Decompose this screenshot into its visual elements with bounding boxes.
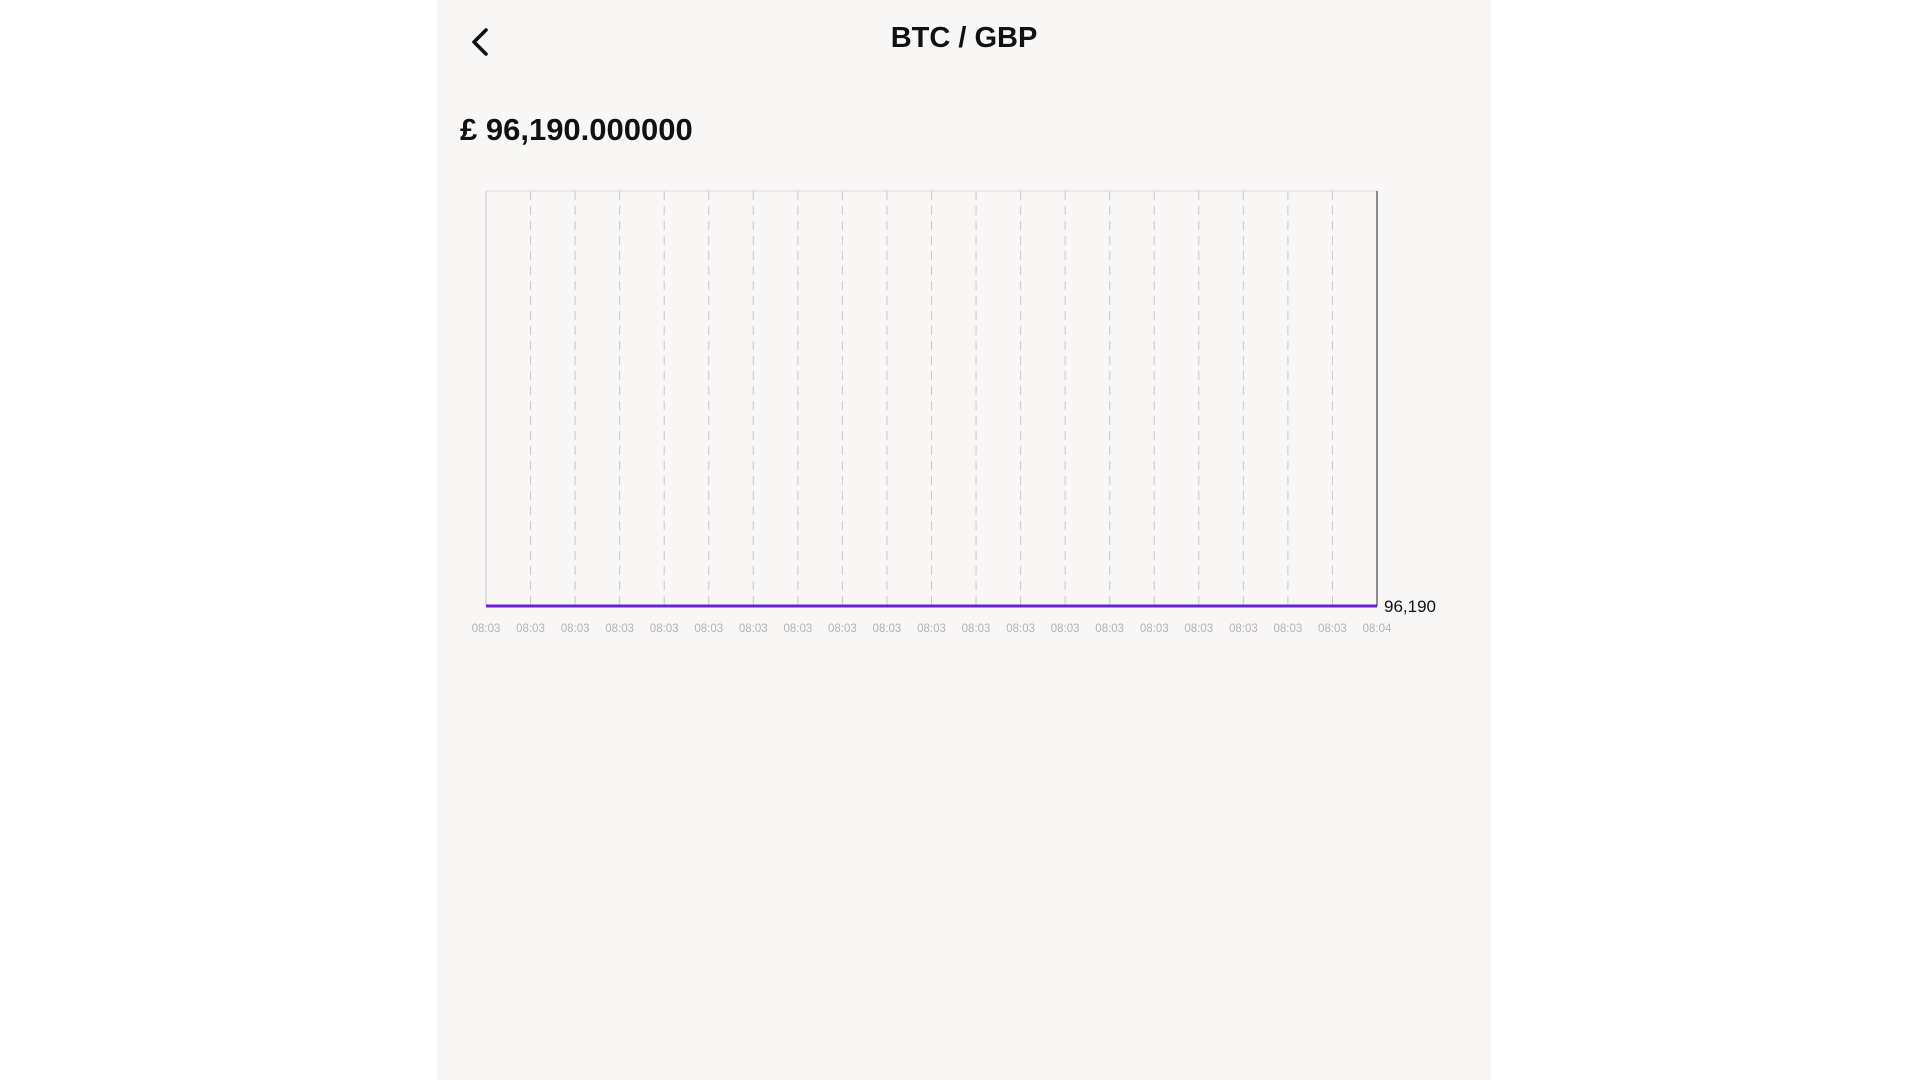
x-tick-label: 08:03 (605, 623, 634, 635)
app-screen: BTC / GBP £ 96,190.000000 96,190 08:03 08:… (437, 0, 1491, 1080)
x-tick-label: 08:03 (472, 623, 501, 635)
page-title: BTC / GBP (890, 22, 1038, 54)
x-tick-label: 08:03 (739, 623, 768, 635)
x-tick-label: 08:03 (783, 623, 812, 635)
last-value-label: 96,190 (1384, 597, 1436, 616)
x-tick-label: 08:03 (1274, 623, 1303, 635)
x-tick-label: 08:03 (650, 623, 679, 635)
x-tick-label: 08:03 (1006, 623, 1035, 635)
x-tick-label: 08:04 (1363, 623, 1392, 635)
x-tick-label: 08:03 (1318, 623, 1347, 635)
x-tick-label: 08:03 (1051, 623, 1080, 635)
x-tick-label: 08:03 (1095, 623, 1124, 635)
x-tick-label: 08:03 (1140, 623, 1169, 635)
x-tick-label: 08:03 (962, 623, 991, 635)
price-value: £ 96,190.000000 (460, 112, 693, 147)
x-tick-label: 08:03 (561, 623, 590, 635)
x-tick-label: 08:03 (917, 623, 946, 635)
header: BTC / GBP (437, 0, 1491, 86)
x-tick-label: 08:03 (516, 623, 545, 635)
x-tick-label: 08:03 (873, 623, 902, 635)
back-button[interactable] (459, 18, 503, 66)
x-tick-label: 08:03 (1229, 623, 1258, 635)
price-chart: 96,190 08:03 08:03 08:03 08:03 08:03 08:03 08:0… (472, 190, 1436, 635)
x-tick-label: 08:03 (694, 623, 723, 635)
chevron-left-icon (472, 28, 488, 56)
x-tick-label: 08:03 (828, 623, 857, 635)
x-tick-label: 08:03 (1184, 623, 1213, 635)
